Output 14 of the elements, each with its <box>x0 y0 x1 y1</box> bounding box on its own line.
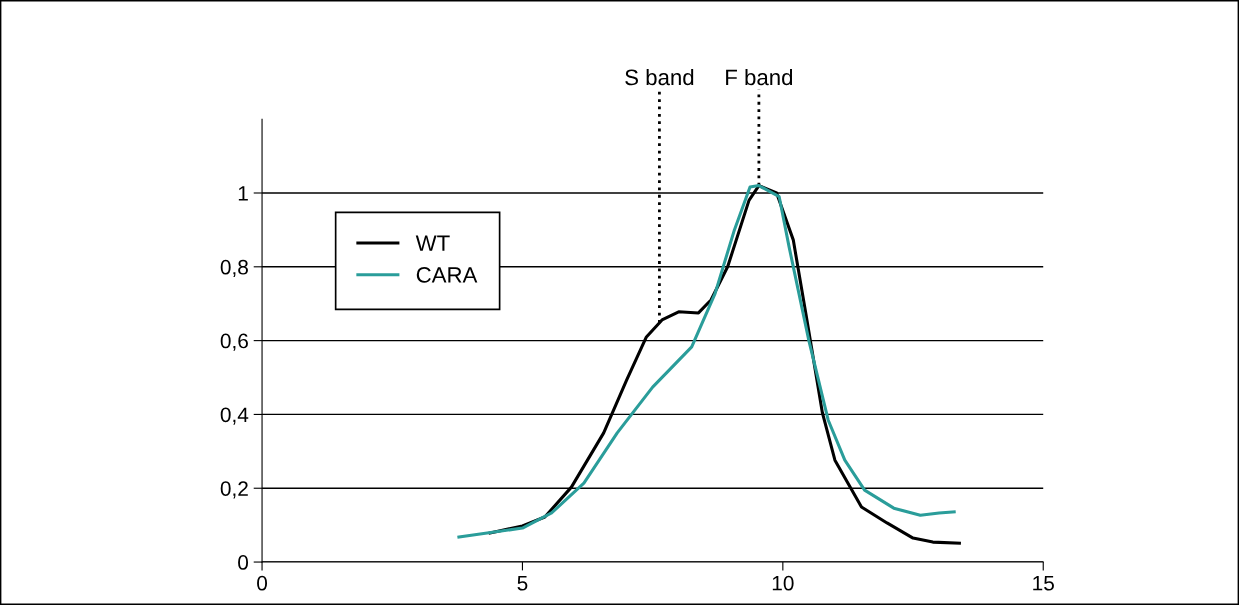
y-tick-label: 1 <box>238 186 248 201</box>
y-tick-label: 0,2 <box>220 481 248 499</box>
y-tick-label: 0,8 <box>220 259 248 278</box>
x-tick-label: 15 <box>1033 576 1054 591</box>
x-tick-label: 0 <box>257 575 268 591</box>
y-tick-label: 0 <box>238 555 249 570</box>
x-tick-label: 5 <box>517 576 528 591</box>
ref-line-label: S band <box>625 68 694 86</box>
y-tick-label: 0,6 <box>220 333 248 351</box>
legend-label: CARA <box>416 267 478 283</box>
ref-line-label: F band <box>726 68 793 86</box>
x-tick-label: 10 <box>772 575 794 591</box>
legend-label: WT <box>415 235 450 251</box>
y-tick-label: 0,4 <box>220 407 249 425</box>
